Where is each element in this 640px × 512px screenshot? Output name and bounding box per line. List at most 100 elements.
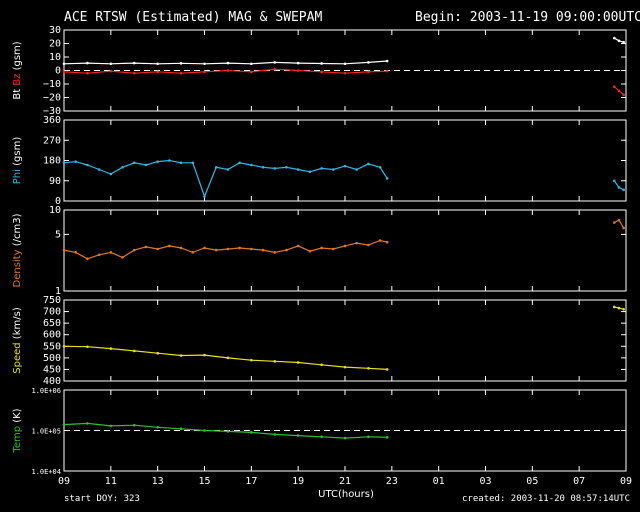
density-point xyxy=(261,248,265,252)
y-axis-label-part: Density xyxy=(12,249,23,287)
phi-point xyxy=(385,177,389,180)
panel-frame xyxy=(63,209,627,292)
x-tick-label: 17 xyxy=(245,476,257,487)
bz-point xyxy=(62,70,66,74)
x-tick-label: 15 xyxy=(198,476,210,487)
phi-point xyxy=(238,161,241,165)
density-point xyxy=(250,247,253,251)
density-point xyxy=(285,248,288,252)
speed-point xyxy=(296,361,300,364)
bt-point xyxy=(296,61,300,65)
phi-point xyxy=(62,161,66,165)
y-axis-label-part: (km/s) xyxy=(12,307,23,342)
x-tick-label: 09 xyxy=(620,476,632,487)
x-tick-label: 09 xyxy=(58,476,70,487)
phi-point xyxy=(144,163,148,167)
bz-point xyxy=(320,70,323,74)
bt-point xyxy=(320,62,323,65)
y-tick-label: 10 xyxy=(49,52,61,63)
y-axis-label-part: (gsm) xyxy=(12,137,23,169)
temp-point xyxy=(109,424,113,428)
start-doy: start DOY: 323 xyxy=(64,494,140,504)
density-point xyxy=(74,251,78,254)
density-point xyxy=(378,239,382,242)
bz-point xyxy=(250,70,253,74)
phi-point xyxy=(250,163,253,167)
y-axis-label-part: Temp xyxy=(12,426,23,454)
x-tick-label: 03 xyxy=(479,476,491,487)
bz-point xyxy=(203,70,206,74)
x-tick-label: 19 xyxy=(292,476,304,487)
x-axis-label: UTC(hours) xyxy=(318,489,374,500)
bt-point xyxy=(132,61,136,65)
temp-point xyxy=(132,423,136,427)
y-tick-label: −20 xyxy=(43,93,61,104)
y-axis-label-part: (gsm) xyxy=(12,41,23,73)
chart-title: ACE RTSW (Estimated) MAG & SWEPAM xyxy=(64,10,323,25)
created-time: created: 2003-11-20 08:57:14UTC xyxy=(462,494,630,504)
bt-point xyxy=(385,59,389,63)
x-tick-label: 07 xyxy=(573,476,585,487)
phi-point xyxy=(168,159,171,162)
temp-point xyxy=(62,423,66,426)
bz-point xyxy=(109,69,113,73)
bz-point xyxy=(296,69,300,72)
y-axis-label-part: Phi xyxy=(12,169,23,184)
panel-frame xyxy=(63,299,627,382)
bz-point xyxy=(612,85,616,88)
x-tick-label: 05 xyxy=(526,476,538,487)
phi-point xyxy=(97,168,101,171)
panel-frame xyxy=(63,119,627,202)
y-tick-label: 1.0E+06 xyxy=(31,387,61,395)
y-tick-label: 500 xyxy=(43,353,61,364)
y-tick-label: −10 xyxy=(43,79,61,90)
phi-point xyxy=(320,167,323,170)
speed-point xyxy=(367,366,370,370)
speed-point xyxy=(622,307,625,311)
bt-point xyxy=(86,61,89,65)
density-point xyxy=(617,218,621,222)
temp-point xyxy=(156,425,159,429)
density-point xyxy=(168,244,171,248)
density-point xyxy=(622,226,625,230)
density-point xyxy=(109,251,113,254)
y-axis-label-part: (K) xyxy=(12,408,23,426)
phi-point xyxy=(296,168,300,171)
phi-point xyxy=(226,168,230,171)
density-point xyxy=(612,221,616,224)
speed-point xyxy=(612,305,616,309)
density-point xyxy=(203,246,206,250)
bt-point xyxy=(62,62,66,66)
y-tick-label: 550 xyxy=(43,341,61,352)
y-tick-label: 20 xyxy=(49,39,61,50)
phi-point xyxy=(331,168,335,171)
phi-point xyxy=(132,161,136,165)
bt-point xyxy=(179,62,183,65)
phi-point xyxy=(622,188,625,192)
y-tick-label: 650 xyxy=(43,318,61,329)
y-tick-label: 1 xyxy=(55,286,61,297)
bt-point xyxy=(226,61,230,65)
bz-point xyxy=(179,71,183,75)
y-axis-label-part: (/cm3) xyxy=(12,213,23,249)
density-point xyxy=(132,248,136,252)
phi-point xyxy=(343,164,347,168)
density-point xyxy=(367,243,370,247)
density-point xyxy=(156,247,159,251)
speed-point xyxy=(250,358,253,362)
y-tick-label: 270 xyxy=(43,135,61,146)
temp-point xyxy=(367,435,370,439)
y-axis-label: Temp (K) xyxy=(12,408,23,453)
y-tick-label: −30 xyxy=(43,106,61,117)
y-tick-label: 0 xyxy=(55,66,61,77)
phi-point xyxy=(308,170,312,174)
bz-point xyxy=(367,70,370,74)
phi-point xyxy=(179,161,183,165)
bt-point xyxy=(109,62,113,66)
temp-point xyxy=(203,429,206,432)
speed-point xyxy=(179,354,183,357)
y-tick-label: 180 xyxy=(43,156,61,167)
speed-point xyxy=(62,344,66,348)
density-point xyxy=(320,246,323,250)
speed-point xyxy=(86,345,89,349)
